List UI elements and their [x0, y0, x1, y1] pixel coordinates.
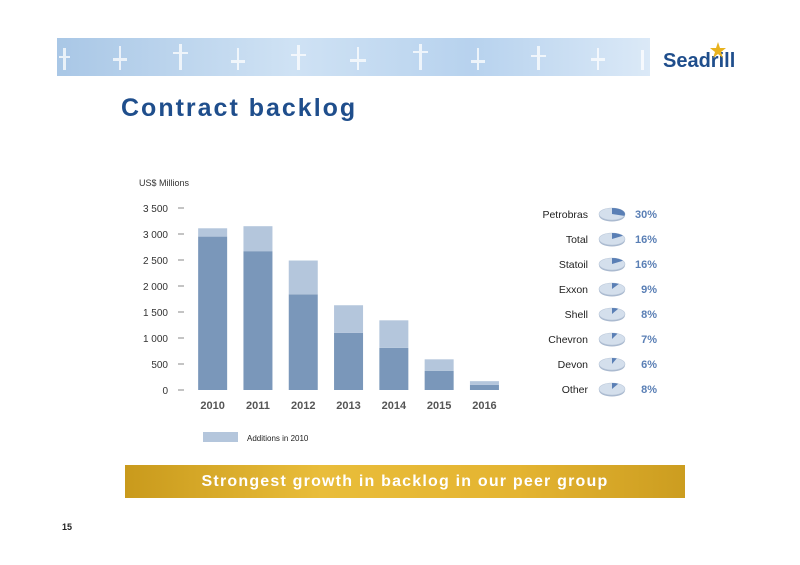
bar-additions	[424, 359, 454, 371]
logo-text: Seadrill	[663, 50, 736, 72]
legend-label: Additions in 2010	[247, 434, 309, 443]
bar-additions	[243, 226, 273, 252]
y-tick-label: 1 000	[143, 334, 168, 345]
y-tick-label: 3 500	[143, 204, 168, 215]
y-axis-label: US$ Millions	[139, 178, 190, 188]
y-tick-label: 2 500	[143, 256, 168, 267]
logo-star-icon	[710, 42, 726, 58]
bar-additions	[469, 381, 499, 385]
customer-name: Exxon	[559, 284, 588, 296]
x-tick-label: 2011	[246, 400, 270, 412]
pie-slice	[612, 358, 617, 364]
pie-slice	[612, 333, 618, 339]
header-banner	[57, 38, 650, 76]
pie-slice	[612, 308, 619, 314]
x-tick-label: 2016	[472, 400, 496, 412]
x-tick-label: 2010	[200, 400, 224, 412]
pie-slice	[612, 233, 623, 239]
bar-additions	[288, 260, 318, 295]
bar-additions	[198, 228, 228, 237]
bar-backlog	[424, 370, 454, 390]
customer-share: 6%	[641, 359, 657, 371]
bar-backlog	[334, 332, 364, 390]
bar-backlog	[469, 384, 499, 390]
customer-share: 8%	[641, 384, 657, 396]
banner-rig-pattern	[59, 44, 644, 70]
customer-name: Statoil	[559, 259, 588, 271]
x-tick-label: 2015	[427, 400, 451, 412]
customer-share: 16%	[635, 259, 657, 271]
pie-slice	[612, 208, 625, 216]
customer-share: 16%	[635, 234, 657, 246]
bar-backlog	[243, 251, 273, 390]
pie-slice	[612, 258, 623, 264]
customer-name: Total	[566, 234, 588, 246]
y-tick-label: 0	[162, 386, 168, 397]
customer-name: Petrobras	[542, 209, 588, 221]
page-title: Contract backlog	[121, 94, 358, 122]
customer-share: 8%	[641, 309, 657, 321]
legend-swatch	[203, 432, 238, 442]
y-tick-label: 1 500	[143, 308, 168, 319]
y-tick-label: 2 000	[143, 282, 168, 293]
x-tick-label: 2013	[336, 400, 360, 412]
customer-share: 9%	[641, 284, 657, 296]
bar-backlog	[198, 236, 228, 390]
x-tick-label: 2014	[382, 400, 407, 412]
customer-name: Shell	[565, 309, 588, 321]
customer-name: Chevron	[548, 334, 588, 346]
backlog-chart: US$ Millions 0 500 1 000 1 500 2 000 2 500 3 00…	[139, 178, 657, 443]
seadrill-logo: Seadrill	[663, 42, 743, 76]
customer-name: Other	[562, 384, 589, 396]
y-tick-label: 500	[151, 360, 168, 371]
bar-backlog	[379, 347, 409, 390]
pie-slice	[612, 383, 619, 389]
x-tick-label: 2012	[291, 400, 315, 412]
pie-slice	[612, 283, 619, 289]
tagline-banner: Strongest growth in backlog in our peer …	[125, 465, 685, 498]
customer-share: 7%	[641, 334, 657, 346]
customer-share: 30%	[635, 209, 657, 221]
bar-backlog	[288, 294, 318, 390]
page-number: 15	[62, 522, 73, 532]
y-tick-label: 3 000	[143, 230, 168, 241]
bar-additions	[334, 305, 364, 333]
customer-name: Devon	[558, 359, 589, 371]
bar-additions	[379, 320, 409, 348]
